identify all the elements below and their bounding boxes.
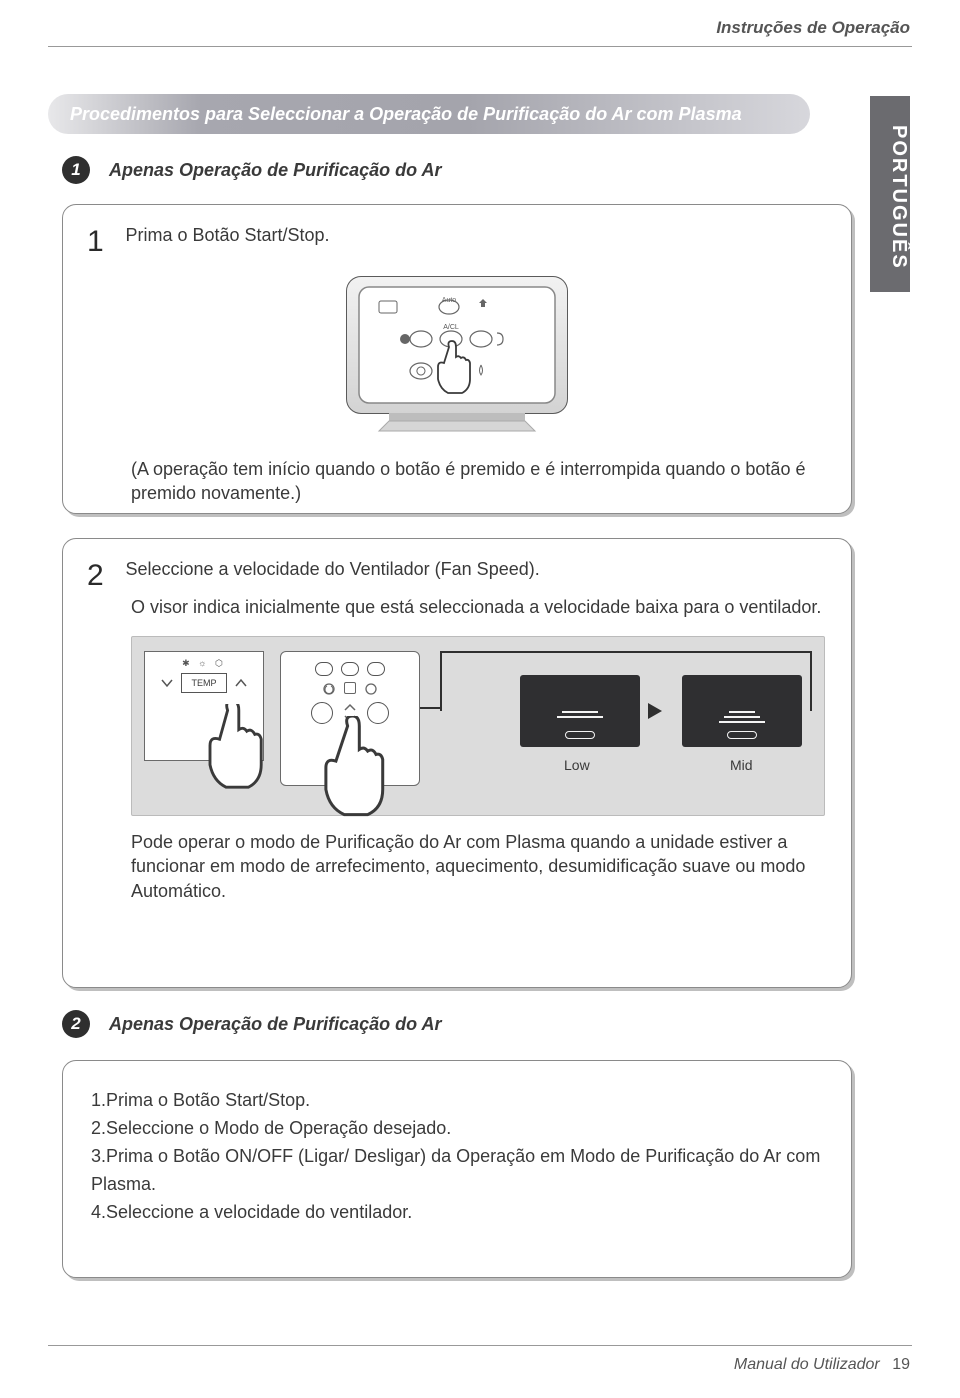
step-box-1: 1 Prima o Botão Start/Stop. Auto A/CL (62, 204, 852, 514)
footer-label: Manual do Utilizador (734, 1356, 880, 1373)
screen-label-mid: Mid (730, 757, 753, 773)
footer-page-number: 19 (892, 1356, 910, 1373)
step-1-text: Prima o Botão Start/Stop. (125, 225, 329, 246)
subheading-2: 2 Apenas Operação de Purificação do Ar (62, 1010, 441, 1038)
flow-bracket (440, 651, 812, 665)
hand-icon (305, 716, 427, 833)
box3-line-4: 4.Seleccione a velocidade do ventilador. (91, 1199, 823, 1227)
arrow-right-icon (648, 703, 662, 719)
top-rule (48, 46, 912, 47)
step-2-line2: O visor indica inicialmente que está sel… (131, 597, 821, 618)
svg-text:Auto: Auto (442, 297, 457, 304)
step-2-paragraph: Pode operar o modo de Purificação do Ar … (131, 830, 827, 903)
subheading-1: 1 Apenas Operação de Purificação do Ar (62, 156, 441, 184)
step-box-3: 1.Prima o Botão Start/Stop. 2.Seleccione… (62, 1060, 852, 1278)
temp-control-illustration: ✱ ☼ ⬡ TEMP (144, 651, 264, 761)
temp-label: TEMP (181, 673, 227, 693)
flow-bracket-right (810, 663, 812, 711)
bullet-2: 2 (62, 1010, 90, 1038)
subheading-1-text: Apenas Operação de Purificação do Ar (109, 160, 441, 180)
bullet-1: 1 (62, 156, 90, 184)
box3-line-1: 1.Prima o Botão Start/Stop. (91, 1087, 823, 1115)
control-panel-illustration: Auto A/CL (339, 271, 575, 447)
step-2-line1: Seleccione a velocidade do Ventilador (F… (125, 559, 539, 580)
flow-connector (420, 707, 440, 709)
screen-label-low: Low (564, 757, 590, 773)
footer-rule (48, 1345, 912, 1346)
language-side-tab: PORTUGUÊS (870, 96, 910, 292)
header-title: Instruções de Operação (716, 18, 910, 38)
box3-line-2: 2.Seleccione o Modo de Operação desejado… (91, 1115, 823, 1143)
illustration-panel: ✱ ☼ ⬡ TEMP (131, 636, 825, 816)
subheading-2-text: Apenas Operação de Purificação do Ar (109, 1014, 441, 1034)
step-number-1: 1 (87, 225, 121, 259)
display-screen-mid (682, 675, 802, 747)
step-box-2: 2 Seleccione a velocidade do Ventilador … (62, 538, 852, 988)
display-screen-low (520, 675, 640, 747)
box3-line-3: 3.Prima o Botão ON/OFF (Ligar/ Desligar)… (91, 1143, 823, 1199)
svg-text:A/CL: A/CL (443, 324, 459, 331)
section-banner: Procedimentos para Seleccionar a Operaçã… (48, 94, 810, 134)
remote-control-illustration (280, 651, 420, 786)
footer: Manual do Utilizador 19 (734, 1356, 910, 1374)
step-1-note: (A operação tem início quando o botão é … (131, 457, 827, 506)
flow-bracket-left (440, 663, 442, 711)
step-number-2: 2 (87, 559, 121, 593)
